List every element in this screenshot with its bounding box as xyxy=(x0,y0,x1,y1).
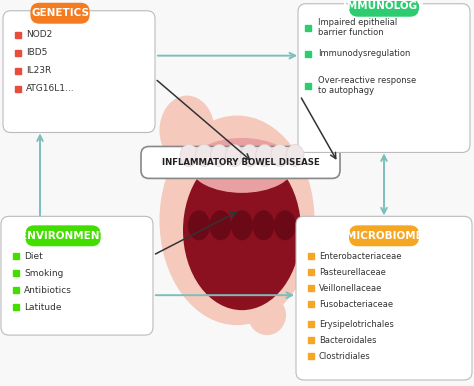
Text: ATG16L1...: ATG16L1... xyxy=(26,84,74,93)
Text: Immunodysregulation: Immunodysregulation xyxy=(318,49,410,58)
Text: Clostridiales: Clostridiales xyxy=(319,352,371,361)
Ellipse shape xyxy=(159,115,315,325)
Ellipse shape xyxy=(241,144,259,166)
FancyBboxPatch shape xyxy=(349,0,419,17)
Text: Erysipelotrichales: Erysipelotrichales xyxy=(319,320,394,328)
Text: Latitude: Latitude xyxy=(24,303,62,312)
Ellipse shape xyxy=(226,144,244,166)
FancyBboxPatch shape xyxy=(1,216,153,335)
Ellipse shape xyxy=(180,144,198,166)
Text: Pasteurellaceae: Pasteurellaceae xyxy=(319,268,386,277)
FancyBboxPatch shape xyxy=(349,225,419,246)
Text: IBD5: IBD5 xyxy=(26,48,47,57)
Ellipse shape xyxy=(159,96,215,166)
Ellipse shape xyxy=(286,144,304,166)
Ellipse shape xyxy=(183,151,301,310)
Ellipse shape xyxy=(271,144,289,166)
Text: NOD2: NOD2 xyxy=(26,30,52,39)
Ellipse shape xyxy=(255,144,273,166)
Text: Bacteroidales: Bacteroidales xyxy=(319,335,376,345)
Ellipse shape xyxy=(248,295,286,335)
Ellipse shape xyxy=(274,210,296,240)
Ellipse shape xyxy=(253,210,274,240)
Ellipse shape xyxy=(210,144,228,166)
Ellipse shape xyxy=(195,144,213,166)
FancyBboxPatch shape xyxy=(141,146,340,178)
Text: Veillonellaceae: Veillonellaceae xyxy=(319,284,383,293)
Ellipse shape xyxy=(188,210,210,240)
Text: ENVIRONMENT: ENVIRONMENT xyxy=(19,231,106,241)
Ellipse shape xyxy=(190,138,294,193)
Text: Fusobacteriaceae: Fusobacteriaceae xyxy=(319,300,393,309)
FancyBboxPatch shape xyxy=(3,11,155,132)
Text: INFLAMMATORY BOWEL DISEASE: INFLAMMATORY BOWEL DISEASE xyxy=(162,158,319,167)
Text: Antibiotics: Antibiotics xyxy=(24,286,72,295)
FancyBboxPatch shape xyxy=(30,3,90,24)
Ellipse shape xyxy=(210,210,231,240)
Text: Over-reactive response
to autophagy: Over-reactive response to autophagy xyxy=(318,76,416,95)
FancyBboxPatch shape xyxy=(296,216,472,380)
Text: IMMUNOLOGY: IMMUNOLOGY xyxy=(343,1,425,11)
Text: Enterobacteriaceae: Enterobacteriaceae xyxy=(319,252,401,261)
FancyBboxPatch shape xyxy=(298,4,470,152)
Text: Impaired epithelial
barrier function: Impaired epithelial barrier function xyxy=(318,18,397,37)
Text: Smoking: Smoking xyxy=(24,269,64,278)
FancyBboxPatch shape xyxy=(25,225,100,246)
Text: MICROBIOME: MICROBIOME xyxy=(346,231,422,241)
Text: GENETICS: GENETICS xyxy=(31,8,89,18)
Ellipse shape xyxy=(231,210,253,240)
Text: IL23R: IL23R xyxy=(26,66,51,75)
Text: Diet: Diet xyxy=(24,252,43,261)
